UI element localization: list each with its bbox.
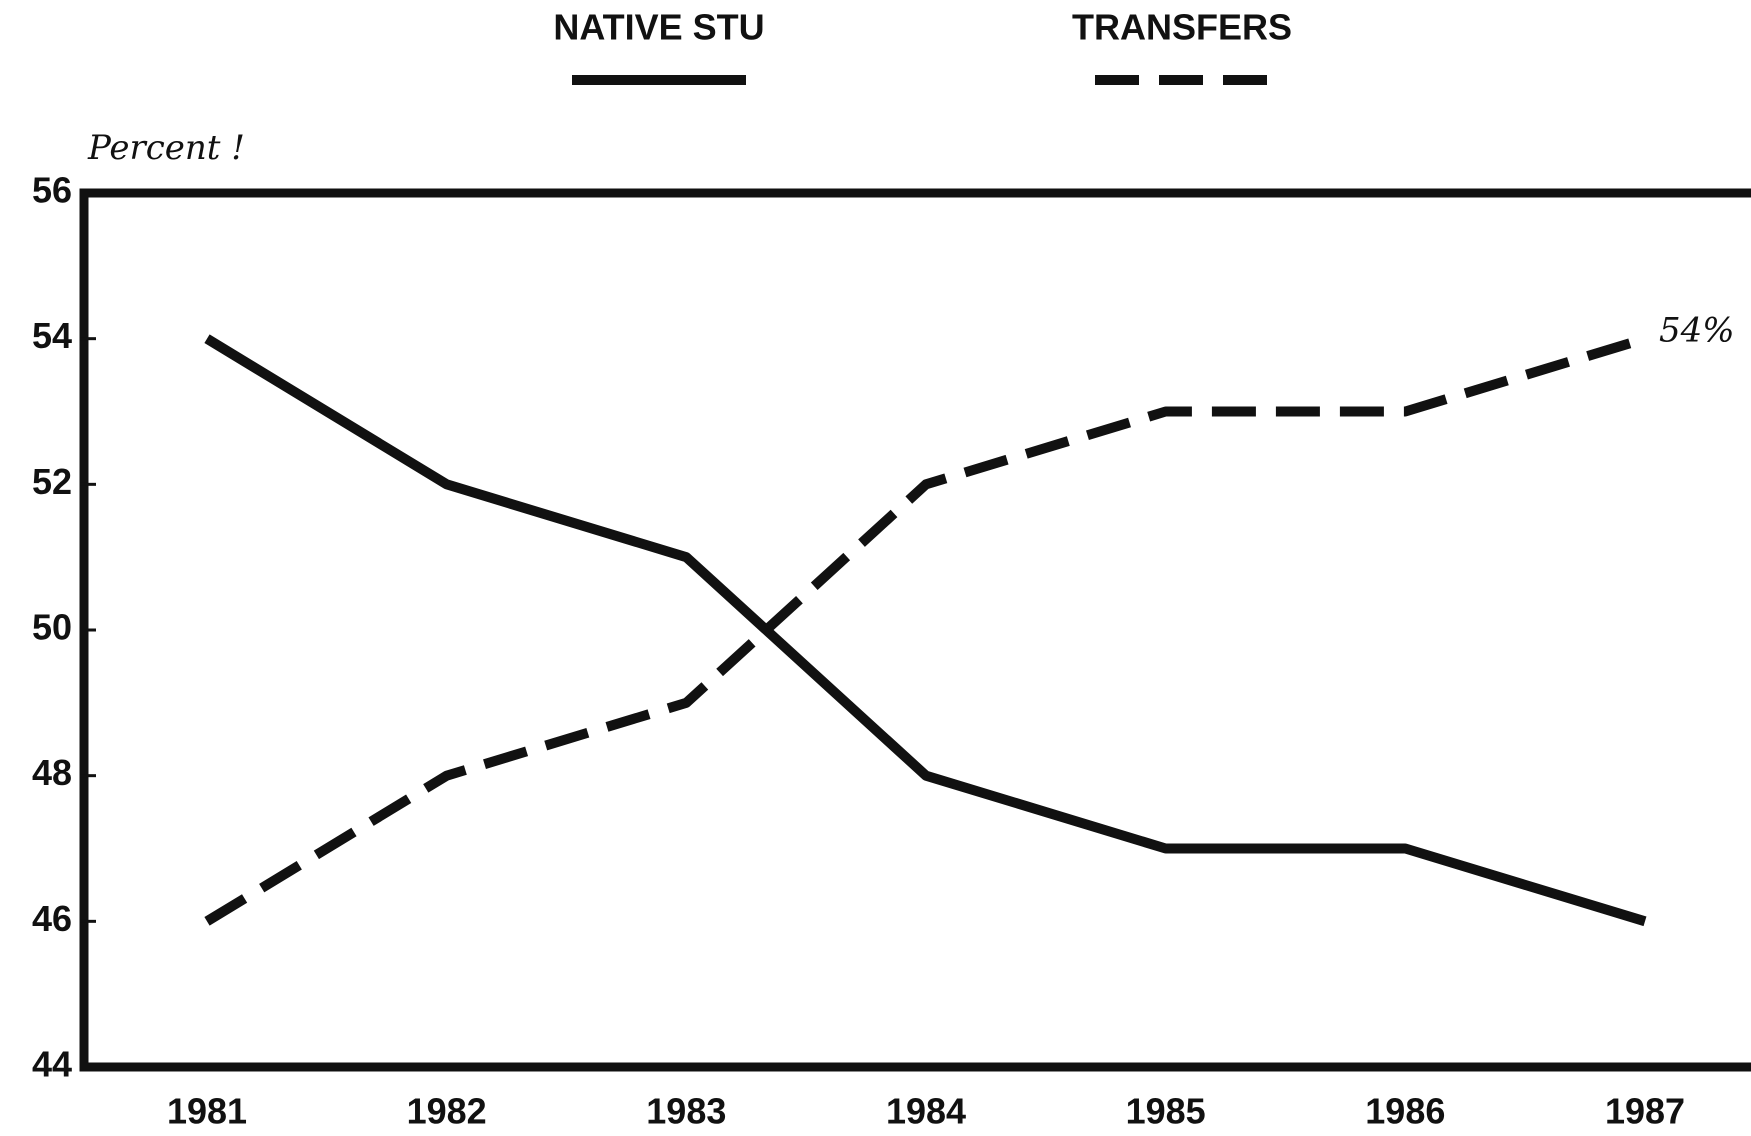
- annotation: 54%: [1659, 311, 1735, 351]
- data-line: [204, 334, 1647, 927]
- y-tick-label: 56: [32, 170, 72, 211]
- legend-label: NATIVE STU: [553, 7, 764, 48]
- y-tick-label: 52: [32, 461, 72, 502]
- y-tick-label: 54: [32, 315, 72, 356]
- x-tick-label: 1981: [167, 1091, 247, 1132]
- legend-label: TRANSFERS: [1072, 7, 1292, 48]
- y-tick-label: 44: [32, 1044, 72, 1085]
- x-tick-label: 1986: [1365, 1091, 1445, 1132]
- x-tick-label: 1984: [886, 1091, 966, 1132]
- y-tick-label: 50: [32, 607, 72, 648]
- x-tick-label: 1987: [1605, 1091, 1685, 1132]
- x-tick-label: 1985: [1126, 1091, 1206, 1132]
- x-tick-label: 1983: [646, 1091, 726, 1132]
- y-tick-label: 48: [32, 752, 72, 793]
- plot-frame: [79, 188, 1751, 1072]
- y-axis-label: Percent !: [87, 128, 245, 168]
- x-tick-label: 1982: [407, 1091, 487, 1132]
- y-tick-label: 46: [32, 898, 72, 939]
- data-line: [204, 333, 1647, 926]
